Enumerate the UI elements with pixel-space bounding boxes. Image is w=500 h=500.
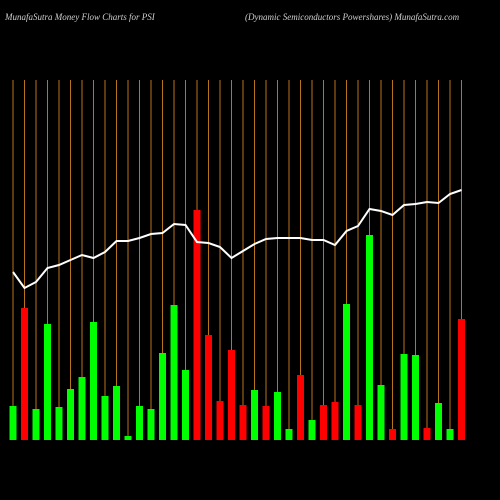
bar (101, 396, 109, 440)
bar (262, 406, 270, 440)
chart-subtitle: (Dynamic Semiconductors Powershares) Mun… (245, 12, 460, 22)
bar (67, 389, 74, 440)
bar (124, 436, 132, 440)
chart-title: MunafaSutra Money Flow Charts for PSI (4, 12, 156, 22)
bar (297, 375, 304, 440)
bar (400, 354, 408, 440)
bar (32, 409, 40, 440)
bar (389, 429, 396, 440)
bar (9, 406, 17, 440)
bar (274, 392, 281, 440)
bar (147, 409, 155, 440)
bar (216, 401, 224, 440)
bar (458, 319, 465, 440)
bar (285, 429, 293, 440)
bar (423, 428, 431, 440)
bar (55, 407, 63, 440)
bar (320, 405, 327, 440)
bar (435, 403, 442, 440)
bar (90, 322, 97, 440)
bar (412, 355, 419, 440)
bar (170, 305, 178, 440)
bar (21, 308, 28, 440)
bar (228, 350, 235, 440)
bar (343, 304, 350, 440)
bar (377, 385, 385, 440)
bar (446, 429, 454, 440)
bar (78, 377, 86, 440)
bar (113, 386, 120, 440)
bar (44, 324, 51, 440)
bar (205, 335, 212, 440)
line (12, 189, 462, 290)
bar (239, 405, 247, 440)
bar (308, 420, 316, 440)
bar (366, 235, 373, 440)
bar (251, 390, 258, 440)
bar (354, 405, 362, 440)
bar (159, 353, 166, 440)
bar (193, 210, 201, 440)
bar (182, 370, 189, 440)
bar (136, 406, 143, 440)
bar (331, 402, 339, 440)
